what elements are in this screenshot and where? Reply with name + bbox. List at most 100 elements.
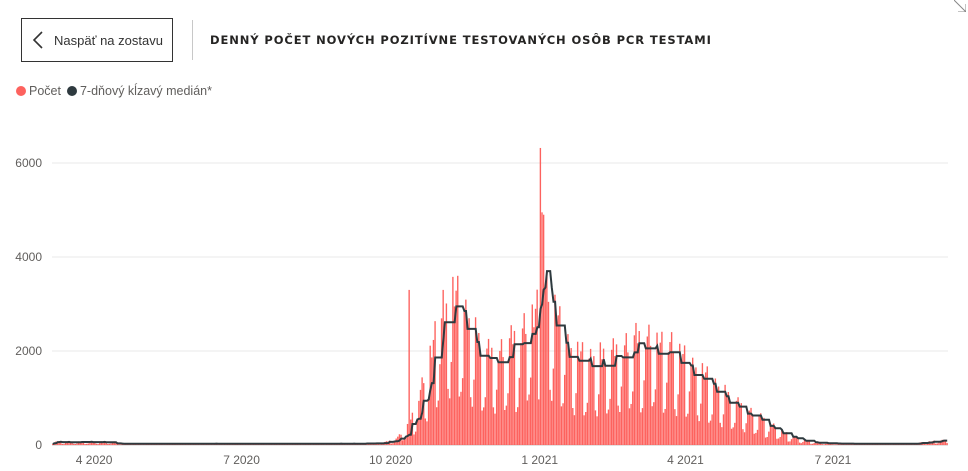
count-bar: [628, 408, 631, 445]
count-bar: [737, 397, 739, 445]
count-bar: [607, 409, 610, 445]
count-bar: [635, 322, 637, 445]
count-bar: [457, 275, 459, 445]
y-tick-label: 4000: [15, 250, 42, 264]
count-bar: [596, 416, 598, 445]
count-bar: [557, 315, 559, 445]
count-bar: [834, 444, 836, 445]
count-bar: [586, 402, 589, 445]
count-bar: [721, 427, 723, 445]
count-bar: [482, 407, 485, 445]
legend-item-count[interactable]: Počet: [16, 84, 61, 98]
count-bar: [619, 412, 621, 445]
count-bar: [824, 443, 827, 445]
count-bar: [432, 339, 435, 445]
count-bar: [345, 444, 347, 445]
count-bar: [826, 442, 828, 445]
count-bar: [414, 431, 417, 445]
count-bar: [589, 348, 592, 445]
count-bar: [492, 407, 495, 445]
count-bar: [640, 412, 642, 445]
count-bar: [659, 342, 661, 445]
count-bar: [588, 358, 590, 445]
count-bar: [646, 336, 649, 445]
count-bar: [704, 372, 707, 445]
count-bar: [795, 436, 798, 445]
count-bar: [730, 428, 733, 445]
count-bar: [594, 410, 597, 445]
count-bar: [779, 437, 781, 445]
count-bar: [664, 408, 666, 445]
count-bar: [632, 391, 634, 445]
count-bar: [782, 433, 785, 445]
count-bar: [800, 443, 802, 445]
count-bar: [450, 361, 452, 445]
count-bar: [431, 357, 433, 445]
count-bar: [713, 383, 715, 445]
back-to-report-button[interactable]: Naspäť na zostavu: [21, 18, 173, 62]
resize-corner-icon[interactable]: [954, 0, 966, 12]
count-bar: [943, 440, 945, 445]
count-bar: [500, 339, 503, 445]
count-bar: [654, 389, 657, 445]
count-bar: [538, 399, 540, 445]
count-bar: [774, 428, 777, 445]
chart-title: DENNÝ POČET NOVÝCH POZITÍVNE TESTOVANÝCH…: [210, 33, 712, 47]
count-bar: [520, 343, 522, 445]
count-bar: [405, 436, 407, 445]
count-bar: [630, 403, 632, 445]
count-bar: [525, 333, 527, 445]
count-bar: [662, 412, 665, 445]
count-bar: [521, 328, 524, 445]
count-bar: [935, 443, 937, 445]
count-bar: [685, 416, 687, 445]
count-bar: [552, 368, 555, 445]
count-bar: [742, 429, 744, 445]
count-bar: [380, 444, 383, 445]
count-bar: [455, 290, 457, 445]
count-bar: [575, 393, 577, 445]
count-bar: [811, 443, 814, 445]
count-bar: [79, 442, 81, 445]
count-bar: [687, 413, 689, 445]
count-bar: [703, 378, 705, 445]
count-bar: [580, 351, 582, 445]
count-bar: [66, 441, 68, 445]
count-bar: [944, 439, 947, 445]
count-bar: [445, 303, 448, 445]
count-bar: [747, 413, 749, 445]
count-bar: [682, 354, 684, 445]
count-bar: [641, 408, 644, 445]
count-bar: [470, 397, 472, 445]
count-bar: [818, 442, 820, 445]
count-bar: [701, 363, 704, 445]
count-bar: [542, 214, 545, 445]
count-bar: [536, 289, 538, 445]
count-bar: [785, 432, 788, 445]
count-bar: [413, 434, 415, 445]
count-bar: [473, 379, 475, 445]
count-bar: [437, 400, 439, 445]
count-bar: [547, 301, 550, 445]
count-bar: [735, 400, 738, 445]
count-bar: [115, 442, 117, 445]
count-bar: [533, 327, 535, 445]
count-bar: [724, 384, 726, 445]
count-bar: [810, 443, 812, 445]
count-bar: [593, 356, 595, 445]
count-bar: [714, 378, 717, 445]
x-tick-label: 7 2021: [815, 453, 852, 467]
count-bar: [356, 444, 358, 445]
count-bar: [761, 419, 764, 445]
count-bar: [821, 444, 823, 445]
count-bar: [71, 441, 73, 445]
count-bar: [528, 394, 530, 445]
count-bar: [620, 386, 623, 445]
legend-item-median[interactable]: 7-dňový kĺzavý medián*: [66, 84, 212, 98]
count-bar: [706, 366, 708, 445]
count-bar: [427, 399, 430, 445]
count-bar: [614, 356, 616, 445]
count-bar: [674, 409, 676, 445]
count-bar: [776, 438, 778, 445]
count-bar: [807, 440, 809, 445]
